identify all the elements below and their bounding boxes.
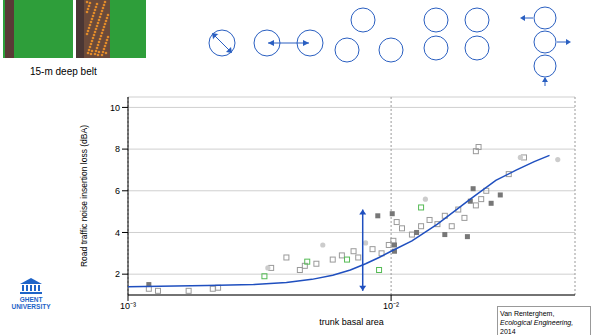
html-text:GHENT: GHENT [19, 296, 43, 303]
svg-text:Road traffic noise insertion l: Road traffic noise insertion loss (dBA) [79, 125, 89, 267]
svg-text:10⁻²: 10⁻² [383, 301, 399, 311]
svg-text:8: 8 [115, 144, 120, 154]
svg-text:4: 4 [115, 228, 120, 238]
svg-text:2: 2 [115, 269, 120, 279]
html-text:UNIVERSITY: UNIVERSITY [11, 303, 51, 310]
html-text:2014: 2014 [500, 328, 516, 335]
html-text:Ecological Engineering,: Ecological Engineering, [500, 319, 574, 326]
html-text:Van Renterghem,: Van Renterghem, [500, 310, 555, 317]
svg-text:6: 6 [115, 186, 120, 196]
html-text:15-m deep belt: 15-m deep belt [30, 66, 97, 77]
svg-text:trunk basal area: trunk basal area [319, 317, 384, 327]
svg-text:10⁻³: 10⁻³ [120, 301, 136, 311]
svg-text:10: 10 [110, 103, 120, 113]
